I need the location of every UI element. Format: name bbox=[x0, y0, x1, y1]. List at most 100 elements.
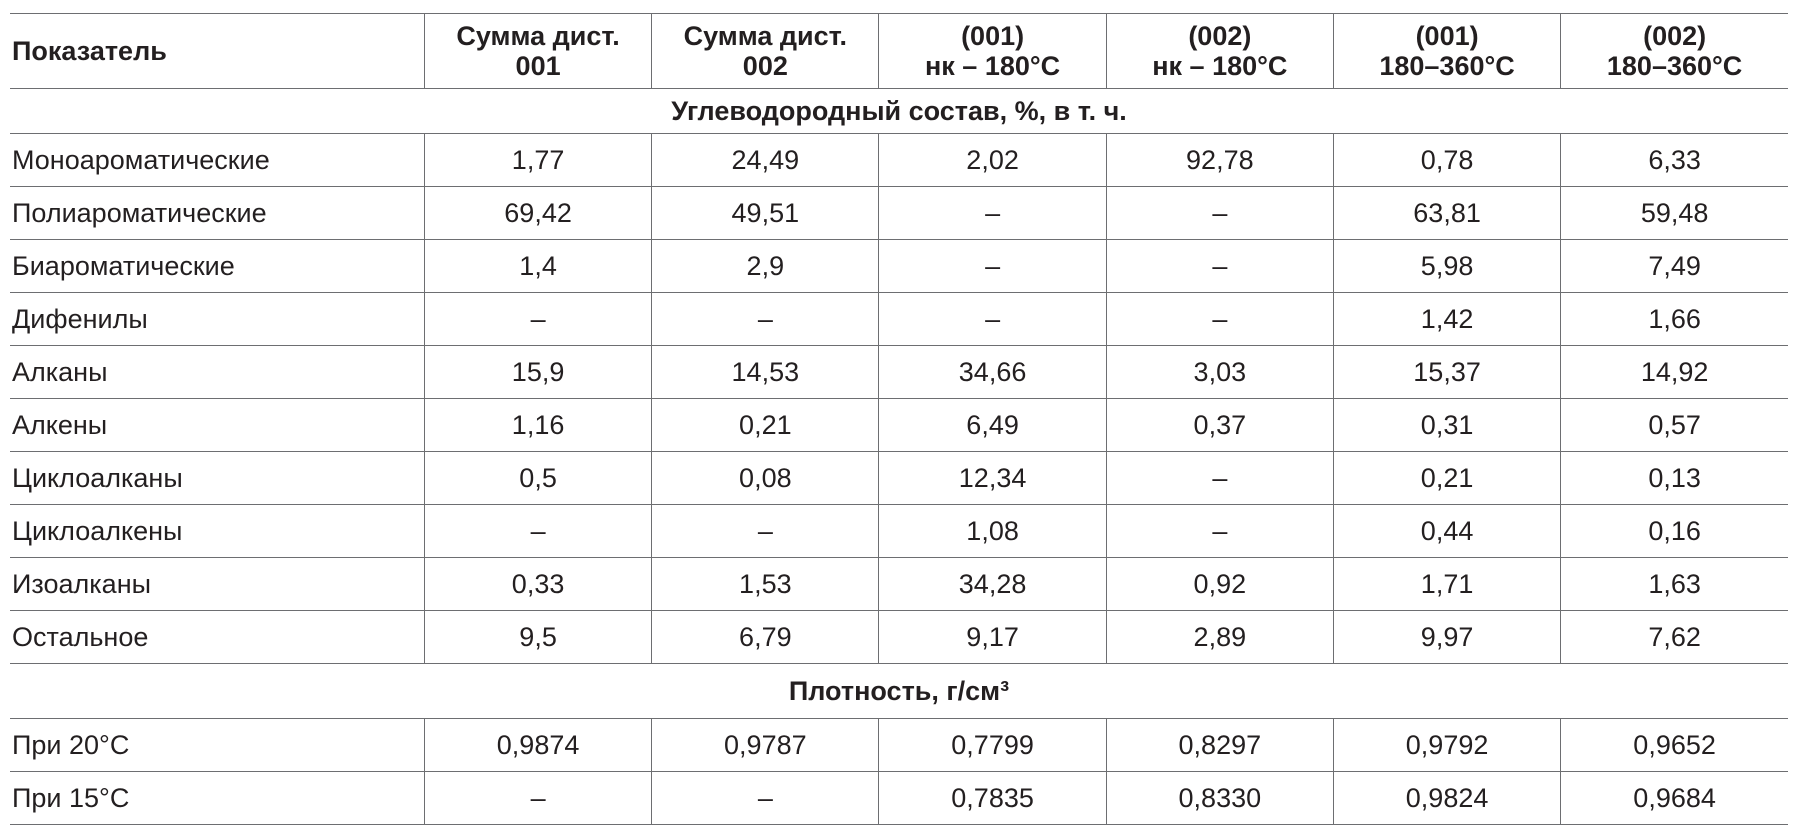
value-cell: 0,44 bbox=[1332, 504, 1561, 558]
table-body-density: Плотность, г/см³ При 20°C 0,9874 0,9787 0,7… bbox=[10, 663, 1788, 825]
value-cell: 15,9 bbox=[423, 345, 652, 399]
header-002-180-360: (002) 180–360°C bbox=[1560, 13, 1788, 89]
value-cell: 1,08 bbox=[878, 504, 1107, 558]
value-cell: 1,53 bbox=[651, 557, 879, 611]
row-label: Алканы bbox=[10, 345, 425, 399]
table-row: При 20°C 0,9874 0,9787 0,7799 0,8297 0,9792 0,… bbox=[10, 718, 1788, 772]
value-cell: – bbox=[651, 292, 879, 346]
value-cell: – bbox=[878, 186, 1107, 240]
table-row: Полиароматические 69,42 49,51– –63,81 59,48 bbox=[10, 186, 1788, 240]
value-cell: – bbox=[423, 292, 652, 346]
value-cell: 0,7835 bbox=[878, 771, 1107, 825]
value-cell: – bbox=[1105, 504, 1334, 558]
value-cell: 92,78 bbox=[1105, 133, 1334, 187]
value-cell: 0,33 bbox=[423, 557, 652, 611]
value-cell: – bbox=[1105, 186, 1334, 240]
table-header-row: Показатель Сумма дист. 001 Сумма дист. 0… bbox=[10, 13, 1788, 89]
table-row: Циклоалканы 0,5 0,08 12,34–0,21 0,13 bbox=[10, 451, 1788, 505]
row-label: При 15°C bbox=[10, 771, 425, 825]
value-cell: 3,03 bbox=[1105, 345, 1334, 399]
table-row: Биароматические 1,4 2,9– –5,98 7,49 bbox=[10, 239, 1788, 293]
value-cell: 1,63 bbox=[1560, 557, 1788, 611]
value-cell: 0,08 bbox=[651, 451, 879, 505]
value-cell: 0,78 bbox=[1332, 133, 1561, 187]
section-title-density: Плотность, г/см³ bbox=[10, 663, 1788, 719]
value-cell: 1,71 bbox=[1332, 557, 1561, 611]
value-cell: 12,34 bbox=[878, 451, 1107, 505]
table-row: Алкены 1,16 0,21 6,49 0,37 0,31 0,57 bbox=[10, 398, 1788, 452]
table-row: Остальное 9,5 6,79 9,17 2,89 9,97 7,62 bbox=[10, 610, 1788, 664]
value-cell: 34,66 bbox=[878, 345, 1107, 399]
value-cell: 1,77 bbox=[423, 133, 652, 187]
value-cell: – bbox=[651, 504, 879, 558]
row-label: Циклоалканы bbox=[10, 451, 425, 505]
value-cell: 15,37 bbox=[1332, 345, 1561, 399]
header-indicator: Показатель bbox=[10, 13, 425, 89]
table-row: Дифенилы – – – –1,42 1,66 bbox=[10, 292, 1788, 346]
value-cell: 0,7799 bbox=[878, 718, 1107, 772]
header-sum-001: Сумма дист. 001 bbox=[423, 13, 652, 89]
value-cell: 24,49 bbox=[651, 133, 879, 187]
value-cell: 7,62 bbox=[1560, 610, 1788, 664]
value-cell: 6,79 bbox=[651, 610, 879, 664]
composition-table: Показатель Сумма дист. 001 Сумма дист. 0… bbox=[10, 13, 1788, 825]
header-001-180-360: (001) 180–360°C bbox=[1332, 13, 1561, 89]
value-cell: – bbox=[423, 504, 652, 558]
value-cell: 0,9787 bbox=[651, 718, 879, 772]
value-cell: 0,9652 bbox=[1560, 718, 1788, 772]
value-cell: 0,37 bbox=[1105, 398, 1334, 452]
value-cell: 9,97 bbox=[1332, 610, 1561, 664]
table-row: Циклоалкены – –1,08–0,44 0,16 bbox=[10, 504, 1788, 558]
value-cell: 2,02 bbox=[878, 133, 1107, 187]
header-001-ibp-180: (001) нк – 180°C bbox=[878, 13, 1107, 89]
value-cell: 7,49 bbox=[1560, 239, 1788, 293]
section-row-density: Плотность, г/см³ bbox=[10, 663, 1788, 719]
value-cell: 0,9824 bbox=[1332, 771, 1561, 825]
value-cell: 5,98 bbox=[1332, 239, 1561, 293]
value-cell: 2,89 bbox=[1105, 610, 1334, 664]
row-label: Полиароматические bbox=[10, 186, 425, 240]
value-cell: 0,21 bbox=[651, 398, 879, 452]
value-cell: 63,81 bbox=[1332, 186, 1561, 240]
composition-table-container: Показатель Сумма дист. 001 Сумма дист. 0… bbox=[10, 13, 1788, 825]
table-row: При 15°C – –0,7835 0,8330 0,9824 0,9684 bbox=[10, 771, 1788, 825]
header-002-ibp-180: (002) нк – 180°C bbox=[1105, 13, 1334, 89]
value-cell: – bbox=[1105, 451, 1334, 505]
value-cell: 1,42 bbox=[1332, 292, 1561, 346]
value-cell: 0,13 bbox=[1560, 451, 1788, 505]
value-cell: 14,53 bbox=[651, 345, 879, 399]
value-cell: 0,8330 bbox=[1105, 771, 1334, 825]
row-label: Биароматические bbox=[10, 239, 425, 293]
value-cell: – bbox=[1105, 239, 1334, 293]
header-sum-002: Сумма дист. 002 bbox=[651, 13, 879, 89]
table-row: Моноароматические 1,77 24,49 2,02 92,78 0,78 6… bbox=[10, 133, 1788, 187]
row-label: При 20°C bbox=[10, 718, 425, 772]
row-label: Моноароматические bbox=[10, 133, 425, 187]
value-cell: 9,17 bbox=[878, 610, 1107, 664]
value-cell: – bbox=[1105, 292, 1334, 346]
table-row: Алканы 15,9 14,53 34,66 3,03 15,37 14,92 bbox=[10, 345, 1788, 399]
section-row-hydrocarbon: Углеводородный состав, %, в т. ч. bbox=[10, 88, 1788, 134]
value-cell: 2,9 bbox=[651, 239, 879, 293]
value-cell: 34,28 bbox=[878, 557, 1107, 611]
value-cell: 14,92 bbox=[1560, 345, 1788, 399]
value-cell: 0,9792 bbox=[1332, 718, 1561, 772]
value-cell: 0,8297 bbox=[1105, 718, 1334, 772]
value-cell: 0,57 bbox=[1560, 398, 1788, 452]
value-cell: 6,49 bbox=[878, 398, 1107, 452]
value-cell: – bbox=[878, 292, 1107, 346]
value-cell: 59,48 bbox=[1560, 186, 1788, 240]
value-cell: – bbox=[878, 239, 1107, 293]
row-label: Дифенилы bbox=[10, 292, 425, 346]
value-cell: – bbox=[423, 771, 652, 825]
value-cell: 0,31 bbox=[1332, 398, 1561, 452]
value-cell: 1,16 bbox=[423, 398, 652, 452]
value-cell: 1,66 bbox=[1560, 292, 1788, 346]
row-label: Циклоалкены bbox=[10, 504, 425, 558]
value-cell: 0,9684 bbox=[1560, 771, 1788, 825]
value-cell: 9,5 bbox=[423, 610, 652, 664]
value-cell: – bbox=[651, 771, 879, 825]
section-title-hydrocarbon: Углеводородный состав, %, в т. ч. bbox=[10, 88, 1788, 134]
value-cell: 1,4 bbox=[423, 239, 652, 293]
value-cell: 6,33 bbox=[1560, 133, 1788, 187]
